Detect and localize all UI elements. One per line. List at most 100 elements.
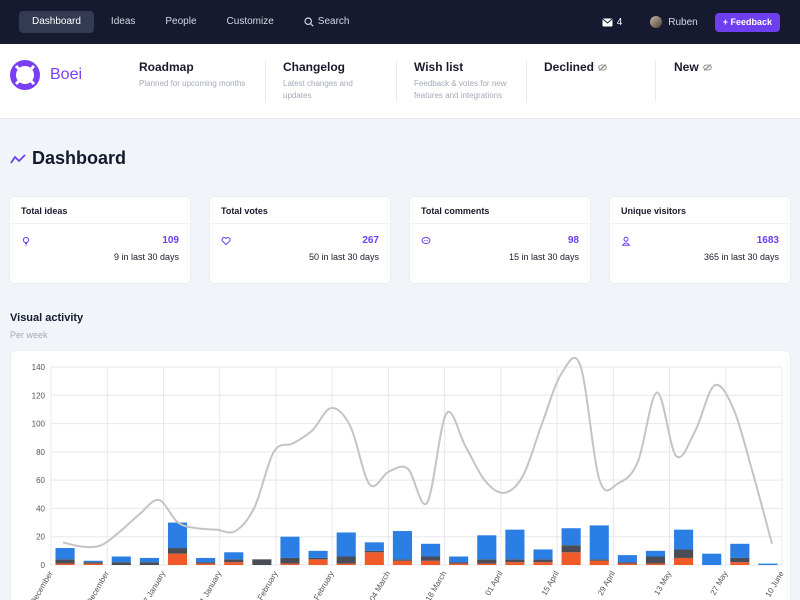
declined-link[interactable]: Declined xyxy=(544,60,607,74)
feedback-button[interactable]: + Feedback xyxy=(714,12,780,32)
bar-segment-orange xyxy=(224,562,244,565)
bar-segment-orange xyxy=(561,552,581,565)
bar-segment-blue xyxy=(420,543,441,557)
wishlist-title: Wish list xyxy=(414,60,464,74)
x-tick-label: 04 March xyxy=(368,570,392,600)
bar-segment-dark xyxy=(196,562,216,564)
bar-segment-dark xyxy=(111,562,131,565)
bar-segment-dark xyxy=(83,562,103,564)
nav-customize[interactable]: Customize xyxy=(226,16,274,27)
bar-segment-dark xyxy=(280,557,300,564)
bar-segment-dark xyxy=(449,562,469,564)
roadmap-link[interactable]: Roadmap Planned for upcoming months xyxy=(139,60,245,90)
card-value: 109 xyxy=(162,235,179,246)
x-tick-label: 13 May xyxy=(652,570,673,597)
card-subtext: 50 in last 30 days xyxy=(308,252,379,262)
card-title: Total votes xyxy=(210,197,390,224)
bar-segment-blue xyxy=(308,550,328,558)
divider xyxy=(655,60,656,102)
nav-ideas[interactable]: Ideas xyxy=(110,16,136,27)
bar-segment-orange xyxy=(336,563,356,565)
x-tick-label: 24 December xyxy=(79,569,111,600)
bar-segment-orange xyxy=(533,562,553,565)
brand[interactable]: Boei xyxy=(10,60,82,90)
bar-segment-blue xyxy=(196,557,216,563)
bar-segment-dark xyxy=(420,556,441,561)
bar-segment-dark xyxy=(730,557,750,563)
trend-line xyxy=(62,356,773,549)
changelog-subtitle: Latest changes and updates xyxy=(283,79,353,100)
nav-search[interactable]: Search xyxy=(291,11,363,33)
bar-segment-blue xyxy=(561,528,581,546)
y-tick-label: 80 xyxy=(36,448,45,457)
bar-segment-dark xyxy=(533,559,553,563)
bar-segment-dark xyxy=(167,548,188,554)
bar-segment-orange xyxy=(392,560,413,565)
bar-segment-blue xyxy=(364,542,384,551)
nav-dashboard[interactable]: Dashboard xyxy=(19,11,94,33)
x-tick-label: 27 May xyxy=(709,570,730,597)
roadmap-subtitle: Planned for upcoming months xyxy=(139,79,246,88)
card-subtext: 9 in last 30 days xyxy=(113,252,179,262)
y-tick-label: 40 xyxy=(36,504,45,513)
bar-segment-blue xyxy=(533,549,553,560)
card-value: 267 xyxy=(362,235,379,246)
bar-segment-orange xyxy=(83,563,103,565)
inbox-button[interactable]: 4 xyxy=(602,16,623,28)
mail-icon xyxy=(602,18,613,26)
page-title: Dashboard xyxy=(10,148,126,169)
user-name: Ruben xyxy=(668,16,698,28)
bar-segment-blue xyxy=(83,560,103,563)
nav-people[interactable]: People xyxy=(165,16,197,27)
stat-card-votes: Total votes 267 50 in last 30 days xyxy=(209,196,391,284)
bar-segment-dark xyxy=(674,549,694,558)
bar-segment-orange xyxy=(730,562,750,565)
card-value: 1683 xyxy=(756,235,779,246)
top-nav: Dashboard Ideas People Customize Search … xyxy=(0,0,800,44)
x-tick-label: 04 February xyxy=(250,570,279,600)
bar-segment-blue xyxy=(589,525,609,560)
bar-segment-orange xyxy=(505,562,525,565)
new-title: New xyxy=(674,60,699,74)
bar-segment-blue xyxy=(224,552,244,560)
bar-segment-blue xyxy=(139,557,159,563)
new-link[interactable]: New xyxy=(674,60,712,74)
x-tick-label: 10 June xyxy=(764,569,786,599)
user-menu[interactable]: Ruben xyxy=(650,16,698,28)
card-title: Total comments xyxy=(410,197,590,224)
bar-segment-dark xyxy=(589,559,609,561)
divider xyxy=(396,60,397,102)
bar-segment-blue xyxy=(449,556,469,563)
y-tick-label: 120 xyxy=(32,391,46,400)
card-title: Unique visitors xyxy=(610,197,790,224)
mail-count: 4 xyxy=(616,16,623,28)
bar-segment-dark xyxy=(252,559,272,565)
x-tick-label: 21 January xyxy=(196,570,224,600)
divider xyxy=(526,60,527,102)
bar-segment-dark xyxy=(336,556,356,564)
y-tick-label: 140 xyxy=(32,363,46,372)
changelog-link[interactable]: Changelog Latest changes and updates xyxy=(283,60,383,102)
bar-segment-dark xyxy=(561,545,581,553)
card-subtext: 15 in last 30 days xyxy=(508,252,579,262)
bar-segment-blue xyxy=(336,532,356,557)
bar-segment-dark xyxy=(224,559,244,563)
wishlist-subtitle: Feedback & votes for new features and in… xyxy=(414,79,507,100)
bar-segment-dark xyxy=(645,556,666,564)
bar-segment-dark xyxy=(505,559,525,563)
bar-segment-orange xyxy=(196,563,216,565)
bar-segment-blue xyxy=(730,543,750,558)
activity-chart: 0 20 40 60 80 100 120 140 10 December 24 December… xyxy=(10,350,791,600)
bar-segment-orange xyxy=(280,563,300,565)
bar-segment-blue xyxy=(702,553,722,565)
declined-title: Declined xyxy=(544,60,595,74)
search-icon xyxy=(304,17,314,27)
bar-segment-dark xyxy=(617,562,637,564)
wishlist-link[interactable]: Wish list Feedback & votes for new featu… xyxy=(414,60,522,102)
x-tick-label: 01 April xyxy=(483,569,504,597)
y-tick-label: 60 xyxy=(36,476,45,485)
eye-slash-icon xyxy=(702,63,712,71)
changelog-title: Changelog xyxy=(283,60,345,74)
bar-segment-dark xyxy=(364,550,384,553)
bar-segment-orange xyxy=(617,563,637,565)
